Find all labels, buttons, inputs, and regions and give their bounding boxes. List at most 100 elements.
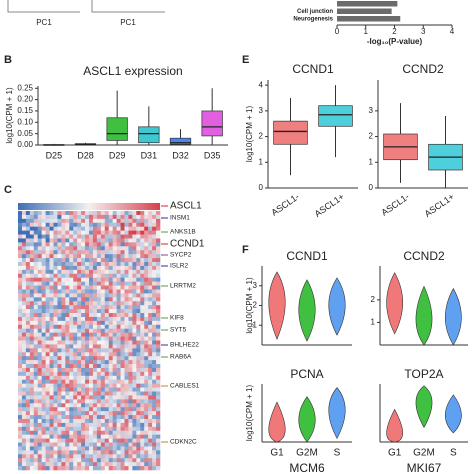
heatmap-cell [144, 234, 149, 239]
heatmap-cell [140, 352, 145, 357]
heatmap-cell [73, 415, 78, 420]
heatmap-cell [148, 411, 153, 416]
heatmap-cell [120, 415, 125, 420]
heatmap-cell [73, 434, 78, 439]
heatmap-cell [41, 258, 46, 263]
heatmap-cell [81, 352, 86, 357]
heatmap-cell [69, 415, 74, 420]
heatmap-cell [136, 395, 141, 400]
heatmap-cell [21, 230, 27, 235]
heatmap-cell [124, 222, 129, 227]
heatmap-cell [152, 281, 157, 286]
heatmap-cell [136, 230, 141, 235]
heatmap-cell [41, 226, 46, 231]
heatmap-cell [148, 305, 153, 310]
heatmap-cell [92, 383, 98, 388]
heatmap-cell [81, 277, 86, 282]
heatmap-cell [29, 214, 35, 220]
heatmap-cell [29, 458, 35, 463]
heatmap-cell [41, 336, 46, 341]
heatmap-cell [92, 430, 98, 435]
heatmap-cell [100, 442, 106, 447]
heatmap-cell [152, 360, 157, 365]
heatmap-cell [57, 332, 62, 337]
heatmap-cell [65, 367, 70, 373]
heatmap-cell [21, 446, 27, 451]
heatmap-cell [57, 246, 62, 251]
heatmap-cell [89, 395, 94, 400]
heatmap-cell [136, 383, 141, 388]
heatmap-cell [41, 269, 46, 275]
heatmap-cell [29, 234, 35, 239]
heatmap-cell [73, 262, 78, 267]
heatmap-cell [41, 277, 46, 282]
heatmap-cell [156, 371, 161, 377]
heatmap-cell [96, 344, 102, 349]
heatmap-cell [85, 415, 90, 420]
heatmap-cell [45, 297, 50, 302]
heatmap-cell [92, 265, 98, 271]
heatmap-cell [37, 211, 42, 216]
heatmap-cell [57, 254, 62, 259]
heatmap-cell [124, 395, 129, 400]
heatmap-cell [148, 289, 153, 294]
heatmap-cell [156, 309, 161, 314]
heatmap-cell [73, 289, 78, 294]
heatmap-cell [77, 305, 82, 310]
heatmap-cell [140, 320, 145, 326]
heatmap-cell [61, 364, 66, 369]
heatmap-cell [61, 324, 66, 330]
heatmap-cell [148, 367, 153, 373]
heatmap-cell [21, 407, 27, 412]
heatmap-cell [61, 293, 66, 298]
heatmap-cell [132, 242, 137, 247]
heatmap-cell [41, 407, 46, 412]
heatmap-cell [18, 387, 23, 392]
heatmap-cell [41, 434, 46, 439]
heatmap-cell [29, 320, 35, 326]
heatmap-cell [18, 211, 23, 216]
heatmap-cell [124, 379, 129, 384]
gene-label: BHLHE22 [170, 342, 199, 349]
heatmap-cell [89, 293, 94, 298]
heatmap-cell [148, 301, 153, 306]
heatmap-cell [140, 332, 145, 337]
heatmap-cell [104, 246, 110, 251]
heatmap-cell [120, 462, 125, 467]
box [169, 137, 192, 145]
heatmap-cell [89, 399, 94, 404]
heatmap-cell [100, 407, 106, 412]
x-axis-label: PC1 [36, 18, 52, 27]
heatmap-cell [136, 391, 141, 396]
heatmap-cell [85, 367, 90, 373]
heatmap-cell [69, 395, 74, 400]
heatmap-cell [21, 422, 27, 428]
heatmap-cell [92, 211, 98, 216]
heatmap-cell [136, 344, 141, 349]
heatmap-cell [53, 301, 58, 306]
x-tick-label: G1 [270, 448, 284, 459]
heatmap-cell [128, 222, 133, 227]
heatmap-cell [104, 360, 110, 365]
heatmap-cell [85, 407, 90, 412]
heatmap-cell [152, 356, 157, 361]
heatmap-cell [37, 218, 42, 224]
panel-label: E [242, 54, 249, 66]
heatmap-cell [148, 407, 153, 412]
heatmap-cell [124, 289, 129, 294]
heatmap-cell [89, 226, 94, 231]
heatmap-cell [41, 285, 46, 290]
heatmap-cell [144, 293, 149, 298]
panel-label: C [4, 184, 12, 196]
heatmap-cell [65, 281, 70, 286]
heatmap-cell [81, 430, 86, 435]
heatmap-cell [144, 305, 149, 310]
heatmap-cell [148, 450, 153, 455]
heatmap-cell [37, 273, 42, 279]
heatmap-cell [81, 395, 86, 400]
heatmap-cell [128, 214, 133, 220]
x-tick-label: G2M [296, 448, 318, 459]
heatmap-cell [61, 391, 66, 396]
heatmap-cell [112, 434, 117, 439]
heatmap-cell [85, 391, 90, 396]
